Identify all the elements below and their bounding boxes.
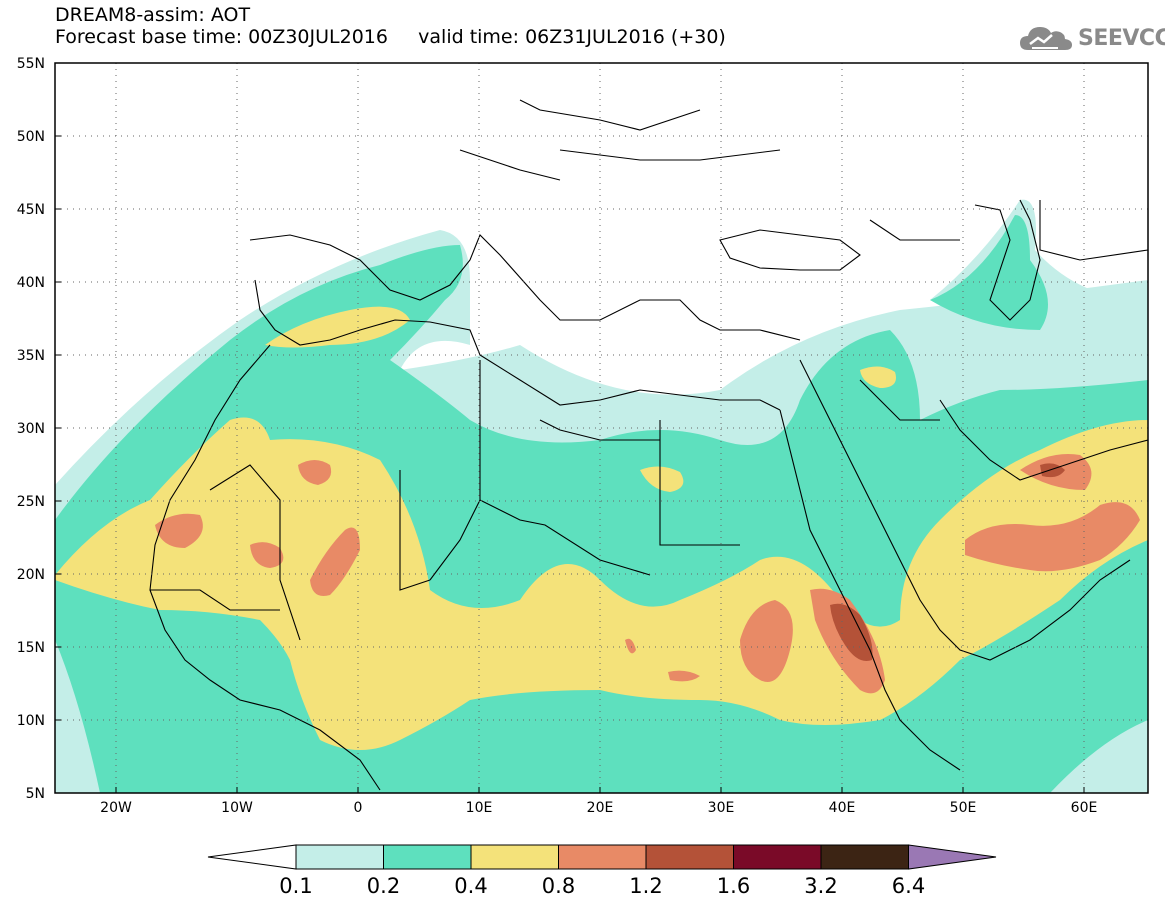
- colorbar-label: 0.1: [279, 874, 312, 898]
- lat-label: 20N: [17, 567, 45, 583]
- lon-label: 20E: [587, 800, 614, 816]
- tick-marks: [55, 135, 1085, 793]
- lat-label: 25N: [17, 494, 45, 510]
- title-times: Forecast base time: 00Z30JUL2016 valid t…: [55, 26, 726, 48]
- map-title: DREAM8-assim: AOT Forecast base time: 00…: [55, 4, 726, 48]
- colorbar-label: 1.2: [629, 874, 662, 898]
- lat-label: 35N: [17, 348, 45, 364]
- colorbar-swatch: [733, 844, 822, 870]
- colorbar-swatch: [645, 844, 734, 870]
- lat-label: 40N: [17, 275, 45, 291]
- lat-label: 5N: [26, 786, 45, 802]
- lat-labels: 55N 50N 45N 40N 35N 30N 25N 20N 15N 10N …: [17, 56, 45, 802]
- lon-label: 40E: [829, 800, 856, 816]
- colorbar-label: 0.8: [542, 874, 575, 898]
- cloud-logo-icon: [1020, 27, 1072, 50]
- colorbar-label: 0.4: [454, 874, 487, 898]
- colorbar-high-arrow: [908, 844, 997, 870]
- colorbar-low-arrow: [207, 844, 297, 870]
- aot-field: [55, 63, 1148, 793]
- colorbar: 0.1 0.2 0.4 0.8 1.2 1.6 3.2 6.4: [207, 844, 997, 898]
- lat-label: 30N: [17, 421, 45, 437]
- colorbar-label: 0.2: [367, 874, 400, 898]
- lat-label: 55N: [17, 56, 45, 72]
- lat-label: 10N: [17, 713, 45, 729]
- lon-label: 10E: [466, 800, 493, 816]
- lat-label: 50N: [17, 129, 45, 145]
- colorbar-swatch: [820, 844, 909, 870]
- colorbar-label: 3.2: [804, 874, 837, 898]
- coastlines: [149, 99, 1148, 791]
- lat-label: 15N: [17, 640, 45, 656]
- logo-text: SEEVCCC: [1078, 25, 1165, 51]
- grid: [55, 63, 1148, 793]
- colorbar-swatch: [558, 844, 647, 870]
- lon-label: 30E: [708, 800, 735, 816]
- lon-labels: 20W 10W 0 10E 20E 30E 40E 50E 60E: [100, 800, 1097, 816]
- title-product: DREAM8-assim: AOT: [55, 4, 251, 26]
- colorbar-swatch: [383, 844, 472, 870]
- colorbar-swatch: [470, 844, 559, 870]
- lon-label: 50E: [950, 800, 977, 816]
- lat-label: 45N: [17, 202, 45, 218]
- colorbar-swatch: [295, 844, 384, 870]
- lon-label: 0: [354, 800, 363, 816]
- lon-label: 20W: [100, 800, 132, 816]
- lon-label: 60E: [1071, 800, 1098, 816]
- colorbar-label: 6.4: [892, 874, 925, 898]
- seevccc-logo: SEEVCCC: [1018, 22, 1165, 54]
- colorbar-label: 1.6: [717, 874, 750, 898]
- lon-label: 10W: [221, 800, 253, 816]
